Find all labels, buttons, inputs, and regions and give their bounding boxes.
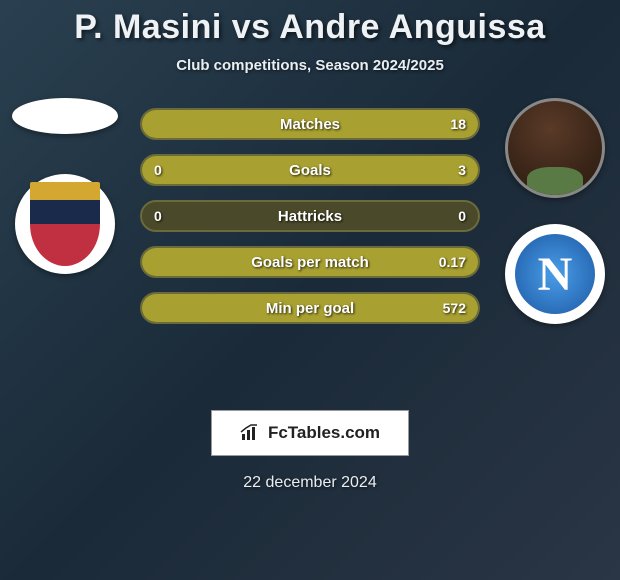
footer: FcTables.com 22 december 2024 — [0, 410, 620, 492]
comparison-content: N Matches 18 0 Goals 3 0 Hattricks 0 Goals per m… — [0, 102, 620, 382]
stat-row: Matches 18 — [140, 108, 480, 140]
comparison-title: P. Masini vs Andre Anguissa — [0, 8, 620, 47]
stat-value-left: 0 — [154, 208, 162, 224]
stat-value-right: 3 — [458, 162, 466, 178]
player-right-column: N — [500, 98, 610, 324]
stat-row: 0 Goals 3 — [140, 154, 480, 186]
stat-value-right: 0 — [458, 208, 466, 224]
club-right-badge: N — [505, 224, 605, 324]
napoli-crest-icon: N — [515, 234, 595, 314]
stat-label: Goals — [289, 162, 331, 179]
player-left-avatar — [12, 98, 118, 134]
stat-value-left: 0 — [154, 162, 162, 178]
stat-label: Min per goal — [266, 300, 354, 317]
chart-icon — [240, 424, 262, 442]
stat-row: 0 Hattricks 0 — [140, 200, 480, 232]
watermark-text: FcTables.com — [268, 423, 380, 443]
comparison-date: 22 december 2024 — [0, 474, 620, 492]
header: P. Masini vs Andre Anguissa Club competi… — [0, 0, 620, 74]
stat-label: Hattricks — [278, 208, 342, 225]
watermark-badge: FcTables.com — [211, 410, 409, 456]
player-left-column — [10, 98, 120, 274]
stat-bars: Matches 18 0 Goals 3 0 Hattricks 0 Goals per mat… — [140, 108, 480, 338]
stat-label: Matches — [280, 116, 340, 133]
stat-row: Goals per match 0.17 — [140, 246, 480, 278]
stat-label: Goals per match — [251, 254, 369, 271]
genoa-crest-icon — [30, 182, 100, 266]
stat-value-right: 0.17 — [439, 254, 466, 270]
comparison-subtitle: Club competitions, Season 2024/2025 — [0, 57, 620, 74]
stat-row: Min per goal 572 — [140, 292, 480, 324]
stat-value-right: 572 — [443, 300, 466, 316]
club-left-badge — [15, 174, 115, 274]
player-right-avatar — [505, 98, 605, 198]
stat-value-right: 18 — [450, 116, 466, 132]
